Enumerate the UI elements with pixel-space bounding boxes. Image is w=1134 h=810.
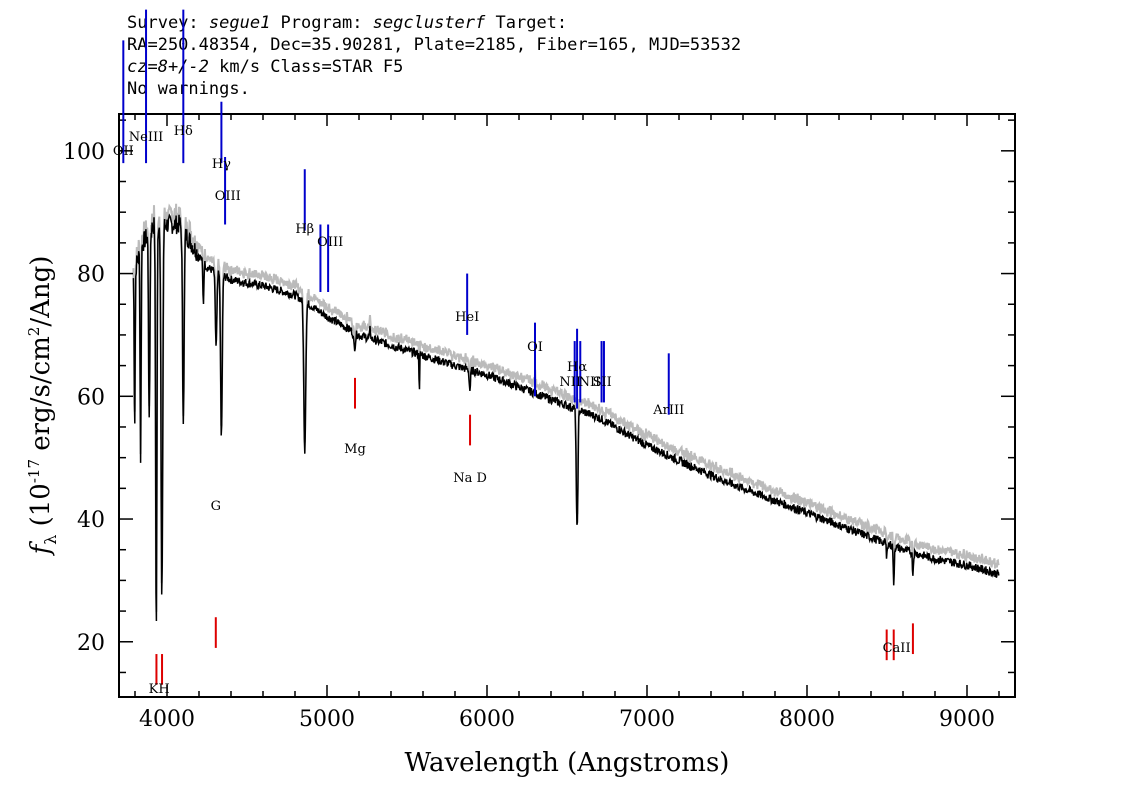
flux-spectrum-line — [132, 213, 1000, 622]
emission-line-label: OI — [527, 340, 543, 355]
absorption-line-label: CaII — [883, 641, 911, 656]
emission-line-label: OIII — [215, 189, 241, 204]
emission-line-label: NeIII — [129, 130, 163, 145]
y-axis-title-exp: -17 — [25, 459, 43, 483]
survey-name: segue1 — [208, 13, 271, 33]
y-axis-title-main: (10 — [26, 483, 56, 535]
redshift-value: cz=8+/-2 — [127, 57, 209, 77]
emission-line-label: OII — [113, 144, 134, 159]
y-tick-label: 60 — [77, 385, 105, 410]
y-tick-label: 100 — [63, 140, 105, 165]
axis-ticks: 4000 5000 6000 7000 8000 9000 20 40 60 80 100 — [63, 114, 1015, 732]
y-axis-title-end: /Ang) — [26, 256, 56, 327]
x-tick-label: 8000 — [779, 707, 835, 732]
x-tick-label: 7000 — [619, 707, 675, 732]
plot-area — [132, 203, 1000, 622]
emission-line-label: ArIII — [652, 403, 684, 418]
absorption-line-label: Mg — [344, 442, 366, 457]
y-tick-label: 20 — [77, 631, 105, 656]
header-line-coordinates: RA=250.48354, Dec=35.90281, Plate=2185, … — [127, 35, 742, 55]
y-tick-label: 80 — [77, 263, 105, 288]
emission-line-label: Hα — [567, 360, 587, 375]
absorption-line-label: G — [211, 499, 221, 514]
survey-prefix: Survey: — [127, 13, 209, 33]
program-name: segclusterf — [372, 13, 486, 33]
y-axis-title-mid: erg/s/cm — [26, 336, 56, 459]
emission-line-label: Hδ — [174, 124, 193, 139]
emission-line-label: NII — [579, 375, 601, 390]
y-axis-title: fλ (10-17 erg/s/cm2/Ang) — [25, 256, 60, 557]
plot-frame — [118, 113, 1016, 698]
y-axis-title-sub: λ — [41, 535, 60, 545]
header-line-warnings: No warnings. — [127, 79, 250, 99]
program-prefix: Program: — [270, 13, 373, 33]
x-tick-label: 6000 — [459, 707, 515, 732]
x-tick-label: 5000 — [299, 707, 355, 732]
emission-line-label: HeI — [455, 310, 479, 325]
header-line-survey: Survey: segue1 Program: segclusterf Targ… — [127, 12, 741, 34]
emission-line-label: Hγ — [212, 157, 231, 172]
absorption-line-label: KH — [149, 682, 170, 697]
emission-line-label: SII — [593, 375, 612, 390]
spectrum-header: Survey: segue1 Program: segclusterf Targ… — [127, 12, 741, 100]
header-line-class: cz=8+/-2 km/s Class=STAR F5 — [127, 56, 741, 78]
x-axis-title: Wavelength (Angstroms) — [405, 748, 730, 778]
class-text: km/s Class=STAR F5 — [208, 57, 404, 77]
target-label: Target: — [485, 13, 568, 33]
y-tick-label: 40 — [77, 508, 105, 533]
absorption-line-label: Na D — [453, 471, 487, 486]
flux-error-trace — [132, 203, 1000, 612]
x-tick-label: 4000 — [139, 707, 195, 732]
y-axis-title-exp2: 2 — [25, 327, 43, 337]
emission-line-label: OIII — [317, 235, 343, 250]
emission-line-label: Hβ — [295, 222, 314, 237]
emission-line-label: NII — [559, 375, 581, 390]
x-tick-label: 9000 — [939, 707, 995, 732]
